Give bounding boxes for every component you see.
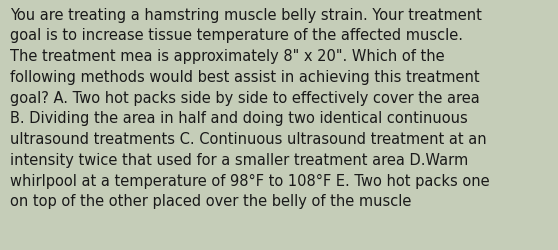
Text: You are treating a hamstring muscle belly strain. Your treatment
goal is to incr: You are treating a hamstring muscle bell… [10,8,490,208]
